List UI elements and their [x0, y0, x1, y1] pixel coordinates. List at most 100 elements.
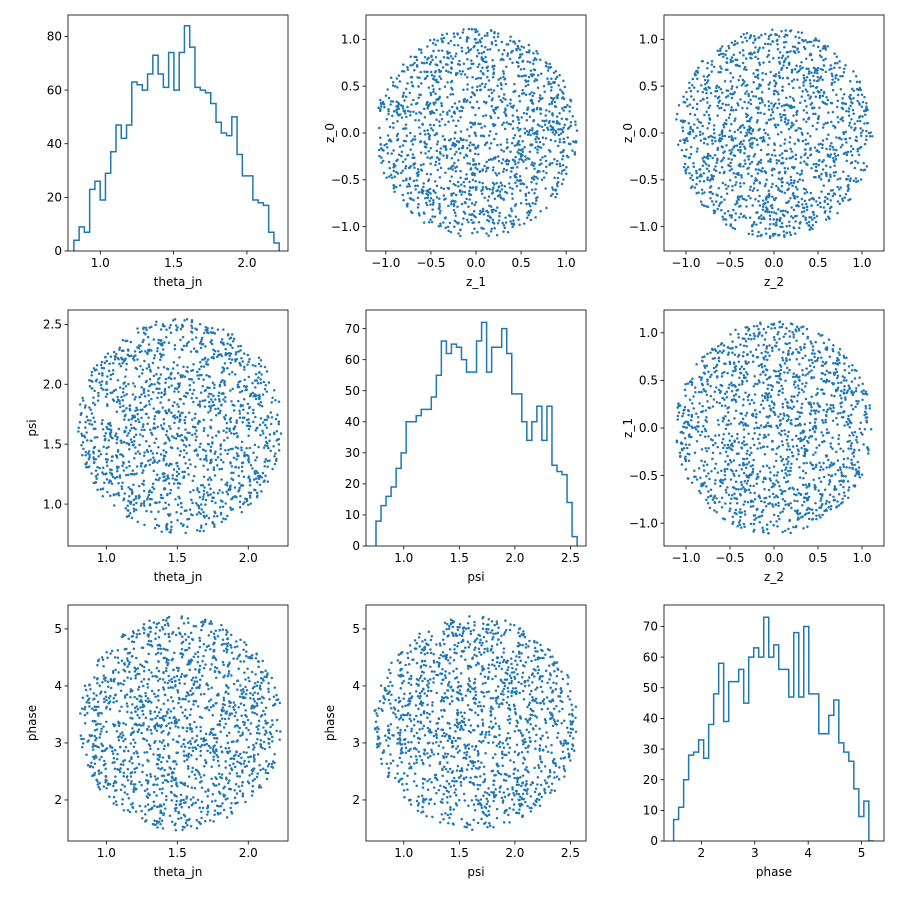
scatter-point [184, 436, 188, 440]
scatter-point [828, 501, 831, 504]
scatter-point [178, 382, 181, 385]
scatter-point [821, 100, 824, 104]
scatter-point [531, 73, 535, 76]
scatter-point [729, 80, 732, 83]
scatter-point [483, 164, 486, 168]
scatter-point [142, 326, 145, 329]
scatter-point [798, 86, 801, 89]
scatter-point [163, 387, 167, 391]
scatter-point [450, 175, 453, 178]
scatter-point [435, 196, 439, 199]
scatter-point [493, 183, 496, 186]
scatter-point [426, 70, 429, 74]
scatter-point [740, 412, 743, 415]
scatter-point [226, 452, 229, 456]
scatter-point [819, 465, 823, 469]
scatter-point [789, 175, 793, 179]
scatter-point [744, 391, 747, 395]
scatter-point [536, 132, 539, 136]
scatter-point [817, 39, 821, 42]
scatter-point [842, 102, 846, 105]
scatter-point [160, 355, 163, 359]
scatter-point [105, 464, 109, 468]
scatter-point [569, 124, 573, 127]
scatter-point [803, 148, 807, 151]
scatter-point [391, 84, 395, 87]
scatter-point [502, 167, 506, 171]
scatter-point [108, 421, 112, 425]
scatter-point [827, 179, 831, 183]
scatter-point [189, 350, 193, 353]
scatter-point [779, 412, 782, 416]
scatter-point [401, 169, 405, 172]
scatter-point [445, 154, 449, 157]
scatter-point [726, 94, 730, 98]
scatter-point [108, 362, 111, 365]
y-tick-label: 1.0 [43, 497, 62, 511]
scatter-point [530, 163, 533, 167]
scatter-point [805, 111, 809, 115]
scatter-point [738, 216, 741, 219]
scatter-point [814, 112, 817, 116]
scatter-point [509, 150, 512, 153]
scatter-point [123, 492, 127, 495]
scatter-point [508, 186, 512, 189]
scatter-point [386, 134, 390, 137]
scatter-point [532, 62, 535, 65]
scatter-point [706, 176, 709, 179]
scatter-point [734, 175, 737, 179]
scatter-point [812, 213, 816, 216]
scatter-point [792, 181, 796, 185]
scatter-point [809, 216, 813, 219]
scatter-point [492, 166, 495, 169]
scatter-point [729, 72, 732, 75]
scatter-point [562, 79, 565, 83]
scatter-point [790, 181, 793, 185]
scatter-point [511, 197, 514, 200]
scatter-point [209, 459, 212, 462]
y-tick-label: 1.0 [639, 33, 658, 47]
scatter-point [241, 360, 244, 363]
scatter-point [693, 113, 697, 117]
scatter-point [808, 228, 811, 231]
scatter-point [733, 227, 737, 231]
scatter-point [535, 199, 538, 202]
scatter-point [207, 400, 211, 404]
scatter-point [497, 78, 500, 81]
scatter-point [277, 443, 281, 446]
scatter-point [211, 436, 214, 439]
scatter-point [237, 399, 240, 403]
scatter-point [693, 73, 697, 77]
scatter-point [130, 354, 133, 357]
scatter-point [719, 65, 722, 68]
scatter-point [190, 324, 193, 327]
scatter-point [782, 41, 786, 44]
scatter-point [88, 406, 91, 409]
y-tick-label: 60 [47, 83, 62, 97]
scatter-point [152, 356, 156, 360]
scatter-point [406, 105, 409, 109]
scatter-point [787, 183, 791, 186]
scatter-point [861, 129, 865, 132]
scatter-point [198, 445, 201, 449]
scatter-point [738, 75, 742, 78]
scatter-point [208, 476, 212, 479]
scatter-point [518, 143, 521, 147]
scatter-point [234, 445, 238, 449]
scatter-point [85, 431, 88, 434]
scatter-point [88, 453, 91, 457]
scatter-point [212, 466, 216, 469]
scatter-point [846, 178, 849, 181]
scatter-point [266, 459, 269, 463]
scatter-point [811, 218, 814, 222]
scatter-point [148, 403, 151, 406]
scatter-point [861, 100, 865, 104]
scatter-point [205, 459, 208, 462]
scatter-point [493, 226, 496, 230]
scatter-point [759, 148, 763, 152]
scatter-point [717, 101, 721, 104]
scatter-point [224, 449, 227, 452]
scatter-point [851, 147, 855, 151]
scatter-point [509, 102, 512, 105]
scatter-point [447, 187, 451, 190]
